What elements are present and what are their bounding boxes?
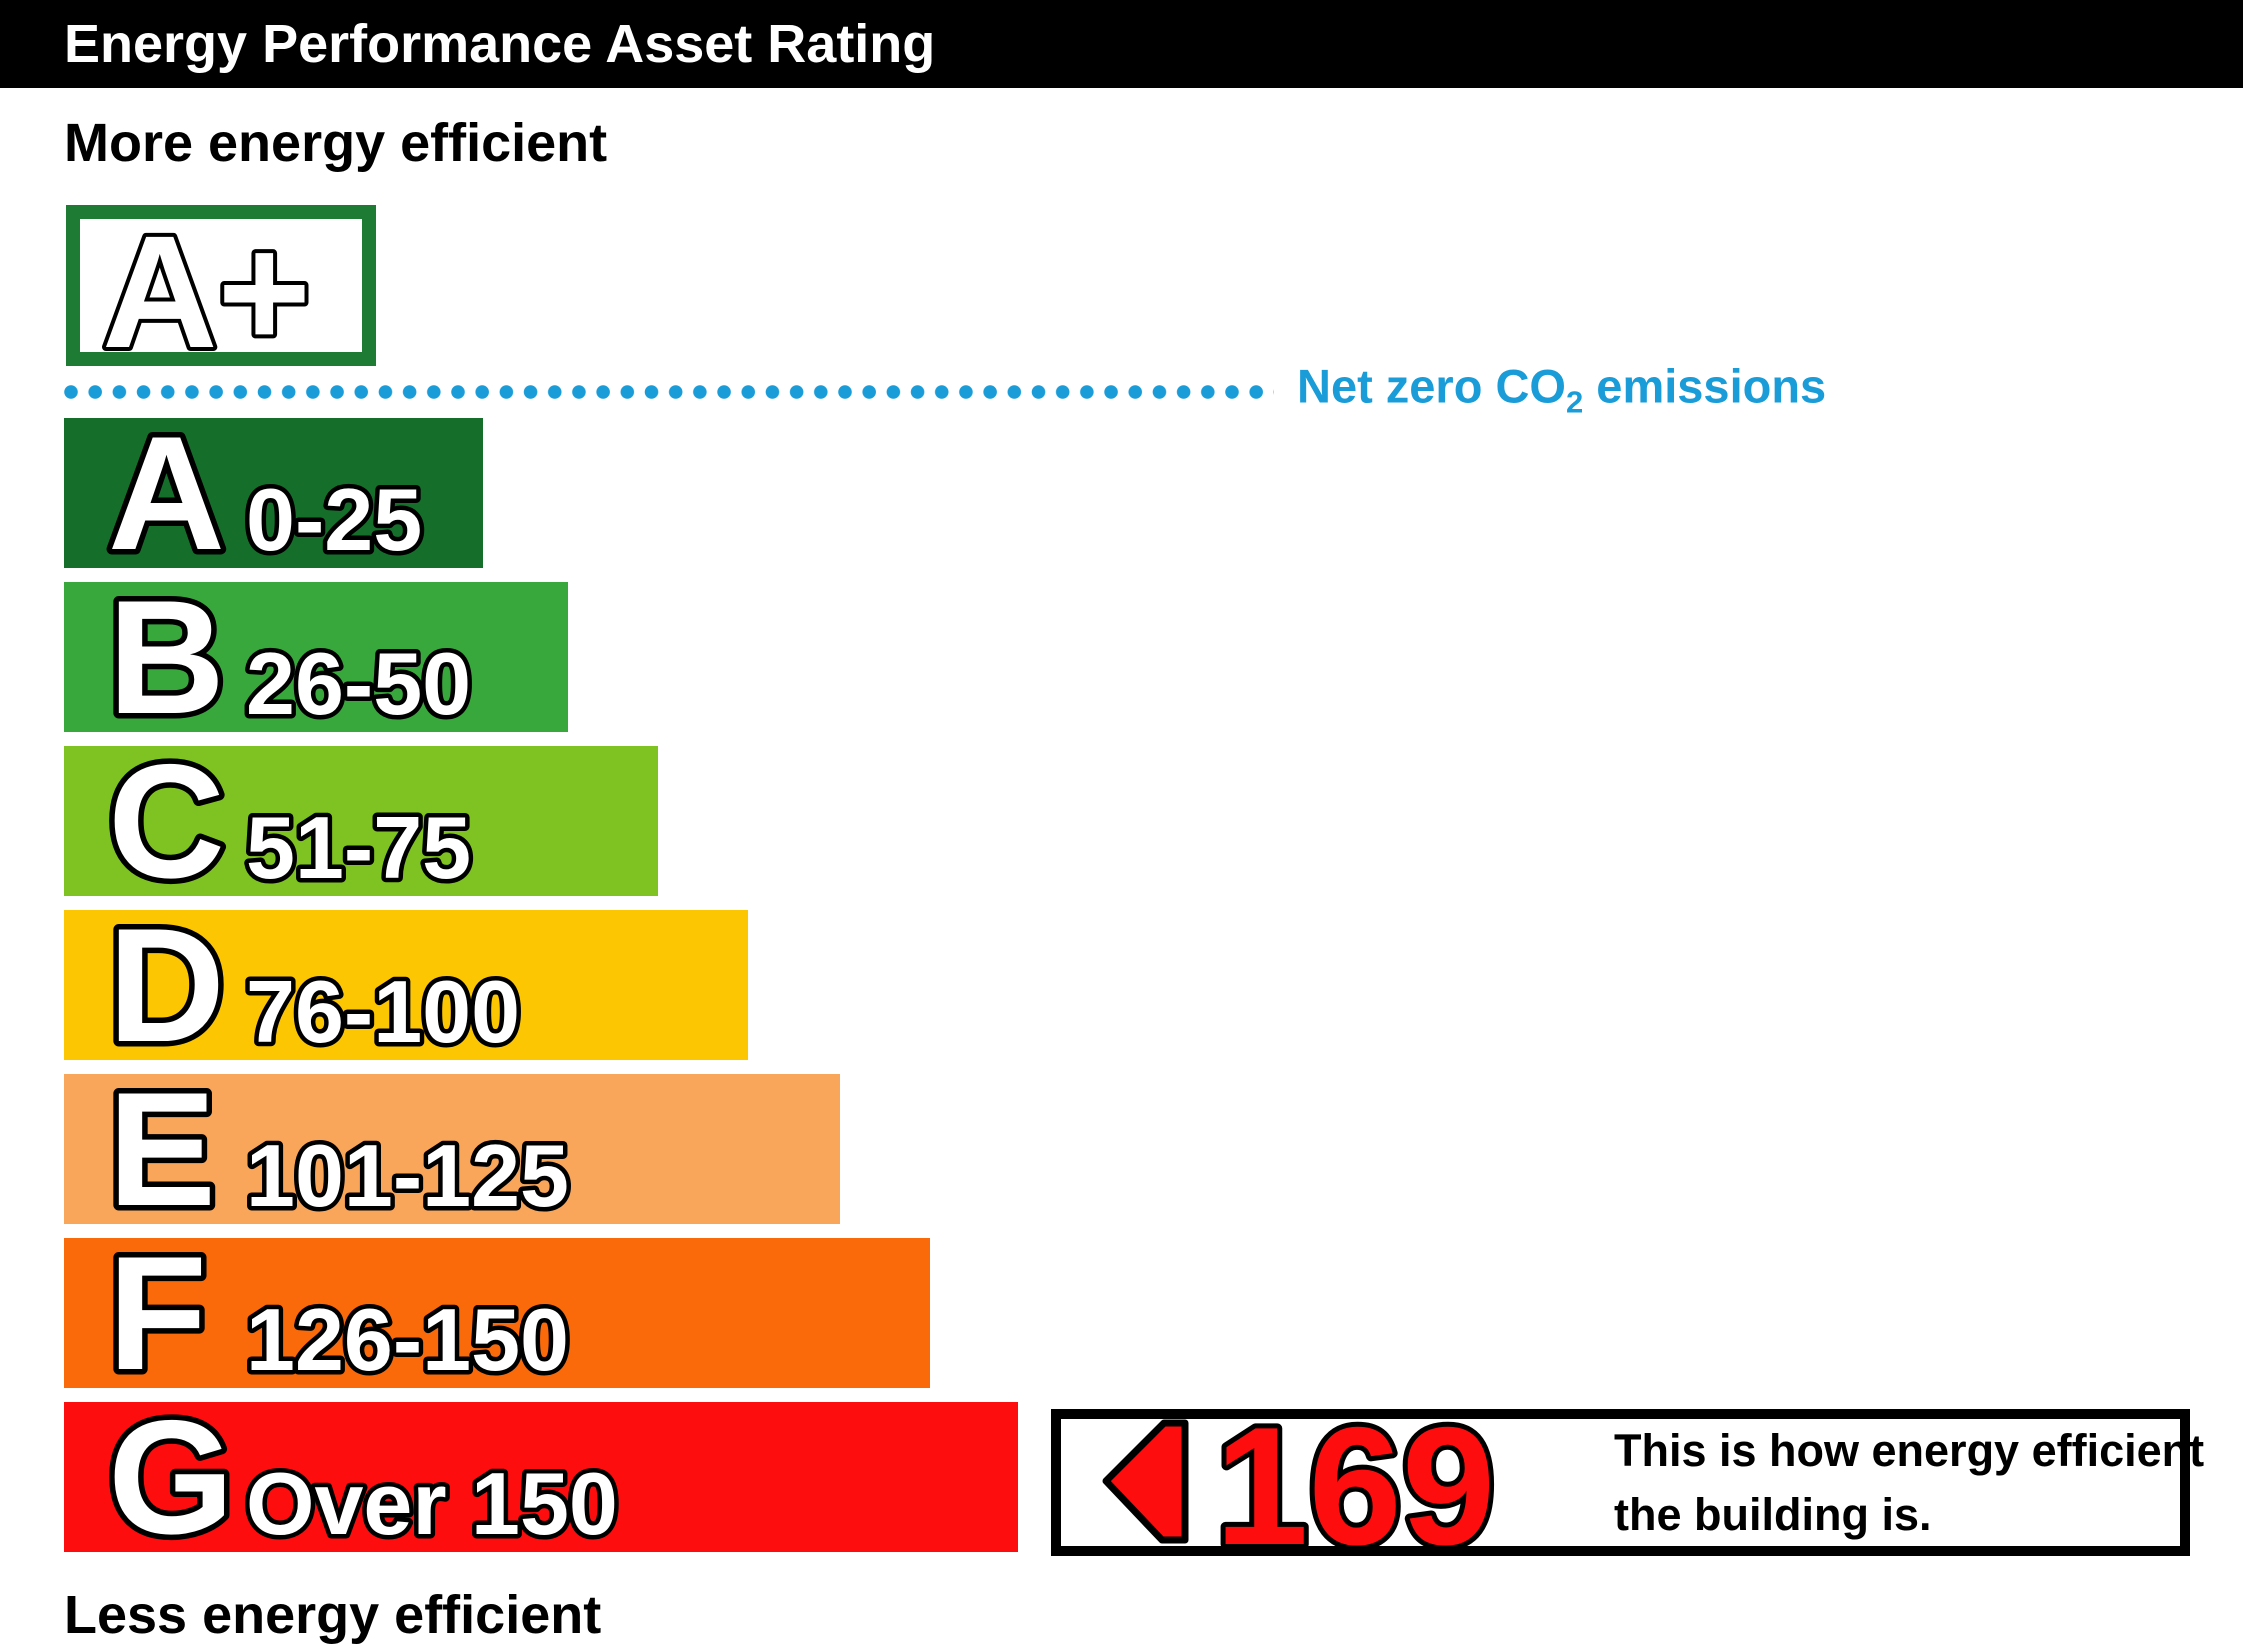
band-g-range: Over 150	[246, 1454, 618, 1552]
caption-line-1: This is how energy efficient	[1614, 1424, 2205, 1476]
band-a: A 0-25	[64, 418, 483, 568]
band-f: F 126-150	[64, 1238, 930, 1388]
current-rating-box: 169 This is how energy efficient the bui…	[1051, 1409, 2204, 1556]
current-rating-value-glyph: 169	[1210, 1419, 1500, 1546]
band-e-range: 101-125	[246, 1126, 569, 1224]
current-rating-value: 169	[1215, 1419, 1495, 1546]
a-plus-letter: A+	[102, 219, 311, 352]
band-g-letter: G	[108, 1402, 234, 1552]
caption-line-2: the building is.	[1614, 1488, 1932, 1540]
band-c-range: 51-75	[246, 798, 471, 896]
band-e: E 101-125	[64, 1074, 840, 1224]
band-a-range: 0-25	[246, 470, 422, 568]
page-title: Energy Performance Asset Rating	[64, 14, 936, 74]
left-arrow-shape	[1102, 1419, 1189, 1544]
more-efficient-label: More energy efficient	[64, 113, 608, 173]
band-e-letter: E	[108, 1074, 216, 1224]
band-f-range: 126-150	[246, 1290, 569, 1388]
title-bar: Energy Performance Asset Rating	[0, 0, 2243, 88]
band-b: B 26-50	[64, 582, 568, 732]
current-rating-caption: This is how energy efficient the buildin…	[1614, 1419, 2204, 1547]
band-c: C 51-75	[64, 746, 658, 896]
band-d-letter: D	[108, 910, 225, 1060]
less-efficient-label: Less energy efficient	[64, 1585, 602, 1645]
net-zero-label: Net zero CO2 emissions	[1297, 359, 1826, 421]
net-zero-text: Net zero CO	[1297, 359, 1566, 413]
band-d: D 76-100	[64, 910, 748, 1060]
net-zero-text-after: emissions	[1583, 359, 1827, 413]
net-zero-dotted-line-icon	[64, 385, 1274, 399]
band-g: G Over 150	[64, 1402, 1018, 1552]
band-c-letter: C	[108, 746, 225, 896]
left-arrow-icon	[1102, 1419, 1189, 1544]
band-a-plus: A+	[66, 205, 376, 366]
band-d-range: 76-100	[246, 962, 520, 1060]
band-a-letter: A	[108, 418, 225, 568]
band-b-range: 26-50	[246, 634, 471, 732]
a-plus-glyph: A+	[98, 219, 315, 352]
band-b-letter: B	[108, 582, 225, 732]
band-f-letter: F	[108, 1238, 207, 1388]
net-zero-subscript: 2	[1566, 384, 1584, 420]
